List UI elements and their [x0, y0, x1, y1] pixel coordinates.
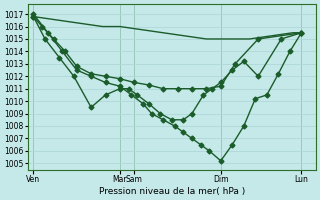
- X-axis label: Pression niveau de la mer( hPa ): Pression niveau de la mer( hPa ): [99, 187, 245, 196]
